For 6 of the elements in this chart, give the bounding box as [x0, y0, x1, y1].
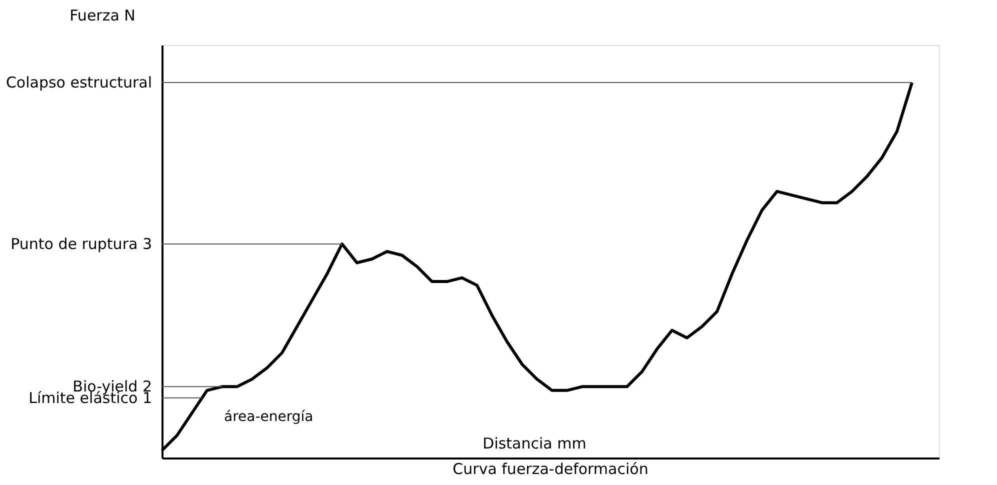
annotation: área-energía: [224, 409, 314, 425]
text: Curva fuerza-deformación: [452, 460, 648, 478]
x-axis-title: Distancia mm: [482, 434, 586, 452]
ref-line-label: Colapso estructural: [6, 74, 152, 92]
ref-line-label: Punto de ruptura 3: [10, 234, 152, 253]
y-axis-title: Fuerza N: [70, 6, 136, 24]
